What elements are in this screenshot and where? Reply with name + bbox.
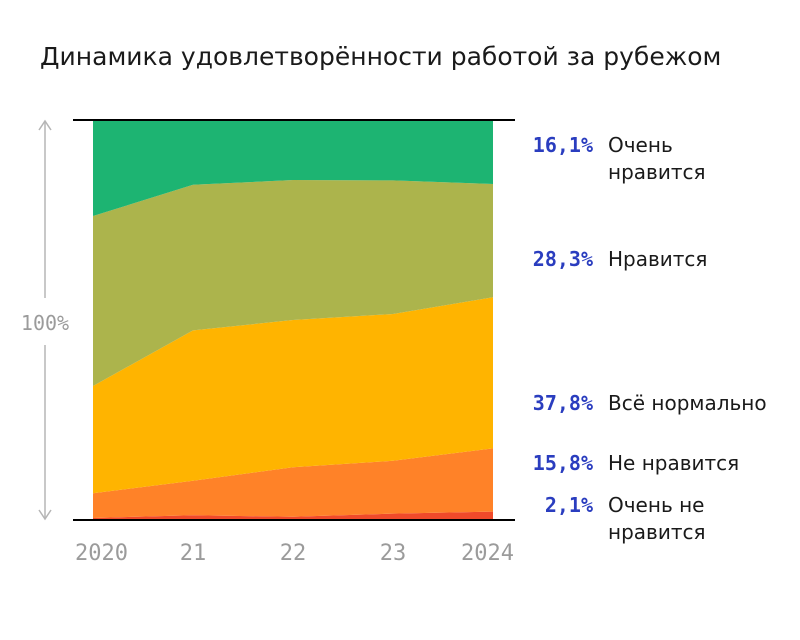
legend-value: 15,8%: [533, 451, 593, 475]
chart-title: Динамика удовлетворённости работой за ру…: [40, 42, 722, 71]
arrow-head-up: [38, 119, 52, 131]
total-label: 100%: [21, 311, 69, 335]
x-tick-label: 21: [180, 541, 207, 566]
legend-label: Всё нормально: [608, 391, 767, 415]
area-3: [93, 297, 493, 494]
legend-value: 28,3%: [533, 247, 593, 271]
area-5: [93, 119, 493, 216]
legend-label: Не нравится: [608, 451, 739, 475]
x-tick-label: 2020: [75, 541, 128, 566]
legend: 2,1% Очень не нравится 15,8% Не нравится 37,8…: [533, 133, 767, 544]
legend-value: 2,1%: [545, 493, 593, 517]
legend-label: нравится: [608, 520, 706, 544]
legend-label: Очень: [608, 133, 673, 157]
legend-value: 37,8%: [533, 391, 593, 415]
total-arrow: [38, 119, 52, 521]
area-4: [93, 180, 493, 386]
x-tick-label: 2024: [461, 541, 514, 566]
legend-value: 16,1%: [533, 133, 593, 157]
x-axis-ticks: 2020 21 22 23 2024: [75, 541, 514, 566]
area-layers: [93, 119, 493, 520]
area-1: [93, 511, 493, 520]
legend-label: Очень не: [608, 493, 704, 517]
area-2: [93, 448, 493, 518]
x-tick-label: 22: [280, 541, 307, 566]
legend-label: нравится: [608, 160, 706, 184]
x-tick-label: 23: [380, 541, 407, 566]
arrow-head-down: [38, 509, 52, 521]
legend-label: Нравится: [608, 247, 707, 271]
